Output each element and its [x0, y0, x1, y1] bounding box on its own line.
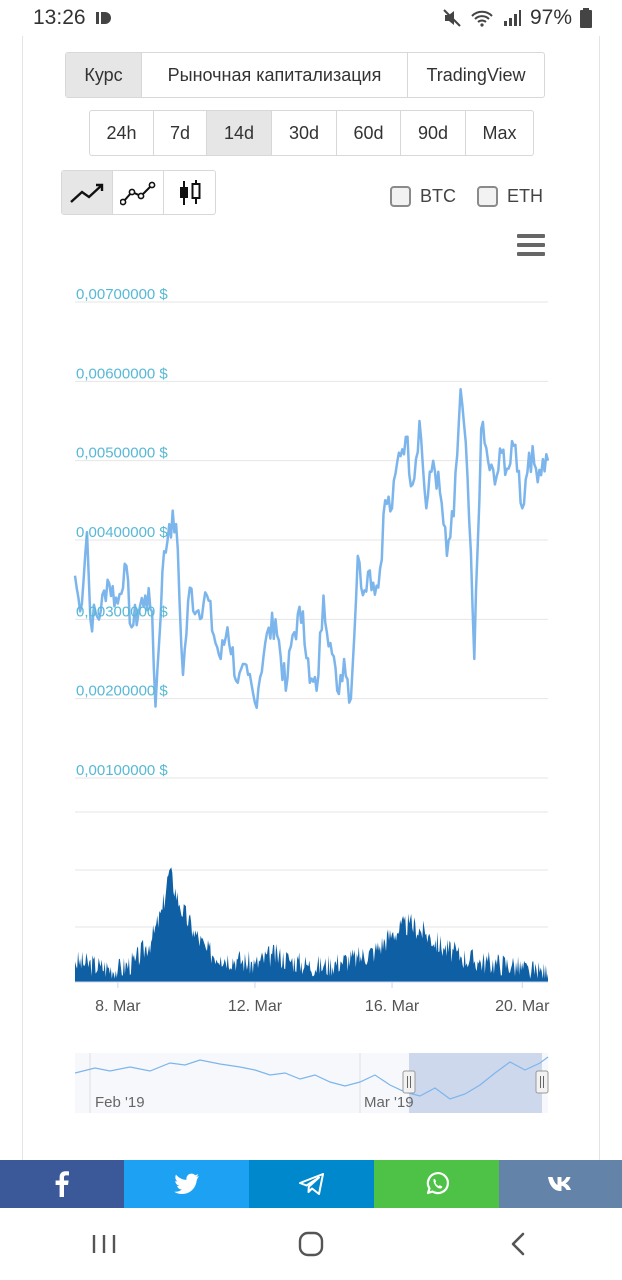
share-vk-button[interactable]	[499, 1160, 622, 1208]
frame-border-left	[22, 36, 23, 1160]
checkbox-box[interactable]	[477, 186, 498, 207]
signal-icon	[503, 10, 521, 26]
twitter-icon	[173, 1173, 199, 1194]
tab-label: TradingView	[426, 64, 526, 85]
navigator-label-feb: Feb '19	[95, 1094, 145, 1111]
period-24h[interactable]: 24h	[90, 111, 154, 155]
candlestick-chart-icon	[179, 179, 200, 205]
navigator-handle-right[interactable]	[535, 1070, 549, 1094]
navigator-label-mar: Mar '19	[364, 1094, 414, 1111]
navigator-series	[74, 1056, 549, 1100]
volume-area	[75, 867, 548, 982]
navigator[interactable]: Feb '19 Mar '19	[74, 1053, 549, 1113]
period-30d[interactable]: 30d	[272, 111, 337, 155]
x-tick-label: 16. Mar	[365, 998, 420, 1015]
navigator-handle-left[interactable]	[402, 1070, 416, 1094]
status-bar: 13:26 97%	[0, 0, 622, 36]
back-button[interactable]	[488, 1214, 548, 1274]
period-14d[interactable]: 14d	[207, 111, 272, 155]
period-90d[interactable]: 90d	[401, 111, 466, 155]
price-chart[interactable]: 0,00700000 $ 0,00600000 $ 0,00500000 $ 0,00…	[0, 270, 622, 1120]
y-tick-label: 0,00300000 $	[76, 603, 168, 620]
chart-menu-icon[interactable]	[517, 234, 545, 256]
period-selector: 24h 7d 14d 30d 60d 90d Max	[89, 110, 534, 156]
battery-icon	[580, 8, 592, 28]
volume-gridlines	[75, 811, 548, 928]
y-tick-label: 0,00600000 $	[76, 365, 168, 382]
price-line	[73, 388, 550, 710]
period-60d[interactable]: 60d	[337, 111, 401, 155]
y-tick-label: 0,00700000 $	[76, 286, 168, 303]
home-button[interactable]	[281, 1214, 341, 1274]
wifi-icon	[471, 10, 493, 27]
battery-percent: 97%	[529, 6, 572, 29]
period-7d[interactable]: 7d	[154, 111, 207, 155]
chart-type-markers-button[interactable]	[113, 171, 164, 214]
checkbox-label: BTC	[420, 186, 456, 206]
compare-eth-checkbox[interactable]: ETH	[477, 186, 543, 207]
period-label: Max	[482, 122, 517, 143]
tab-rate[interactable]: Курс	[66, 53, 142, 97]
tab-market-cap[interactable]: Рыночная капитализация	[142, 53, 408, 97]
vk-icon	[547, 1177, 571, 1191]
system-nav-bar	[0, 1208, 622, 1280]
line-markers-chart-icon	[120, 181, 156, 205]
share-bar	[0, 1160, 622, 1208]
frame-border-right	[599, 36, 600, 1160]
period-label: 60d	[353, 122, 384, 143]
telegram-icon	[298, 1173, 324, 1195]
y-tick-label: 0,00100000 $	[76, 762, 168, 779]
y-tick-label: 0,00500000 $	[76, 445, 168, 462]
y-tick-label: 0,00400000 $	[76, 524, 168, 541]
tab-tradingview[interactable]: TradingView	[408, 53, 544, 97]
recent-apps-button[interactable]	[74, 1214, 134, 1274]
status-time: 13:26	[33, 6, 86, 29]
x-tick-label: 8. Mar	[95, 998, 141, 1015]
chart-type-selector	[61, 170, 216, 215]
period-label: 30d	[288, 122, 320, 143]
period-label: 7d	[169, 122, 191, 143]
back-icon	[512, 1232, 525, 1256]
period-label: 24h	[106, 122, 137, 143]
home-icon	[298, 1231, 324, 1257]
checkbox-box[interactable]	[390, 186, 411, 207]
y-axis-labels: 0,00700000 $ 0,00600000 $ 0,00500000 $ 0,00…	[76, 286, 168, 779]
mute-icon	[443, 9, 461, 27]
period-label: 14d	[223, 122, 255, 143]
share-facebook-button[interactable]	[0, 1160, 124, 1208]
x-tick-label: 12. Mar	[228, 998, 283, 1015]
x-axis-labels: 8. Mar 12. Mar 16. Mar 20. Mar	[95, 982, 550, 1015]
chart-type-candlestick-button[interactable]	[164, 171, 215, 214]
y-gridlines	[75, 301, 548, 779]
tab-label: Курс	[84, 64, 123, 85]
period-max[interactable]: Max	[466, 111, 533, 155]
compare-btc-checkbox[interactable]: BTC	[390, 186, 456, 207]
facebook-icon	[55, 1171, 69, 1197]
checkbox-label: ETH	[507, 186, 543, 206]
recent-apps-icon	[92, 1235, 115, 1253]
line-chart-icon	[70, 183, 104, 203]
x-tick-label: 20. Mar	[495, 998, 550, 1015]
share-whatsapp-button[interactable]	[374, 1160, 499, 1208]
navigator-selection[interactable]	[409, 1053, 542, 1113]
chart-type-line-button[interactable]	[62, 171, 113, 214]
y-tick-label: 0,00200000 $	[76, 683, 168, 700]
notification-icon	[95, 12, 111, 24]
share-twitter-button[interactable]	[124, 1160, 249, 1208]
period-label: 90d	[417, 122, 449, 143]
share-telegram-button[interactable]	[249, 1160, 374, 1208]
data-tabs: Курс Рыночная капитализация TradingView	[65, 52, 545, 98]
whatsapp-icon	[426, 1172, 449, 1195]
tab-label: Рыночная капитализация	[167, 64, 382, 85]
